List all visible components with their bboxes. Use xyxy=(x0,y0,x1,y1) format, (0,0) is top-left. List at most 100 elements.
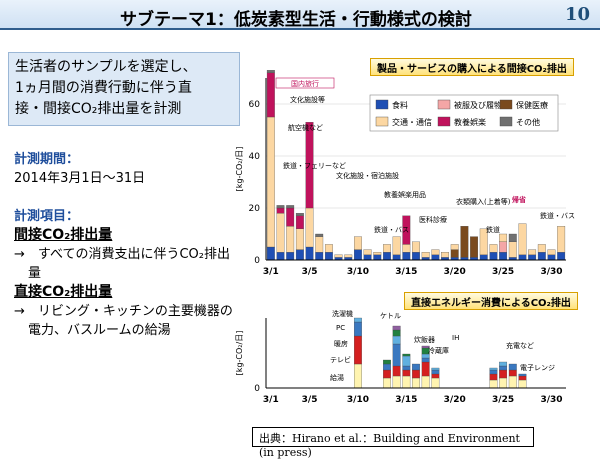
bar-segment xyxy=(450,244,459,250)
bar-segment xyxy=(295,228,304,250)
bar-segment xyxy=(528,254,537,261)
summary-line: 接・間接CO₂排出量を計測 xyxy=(15,101,182,117)
bar-segment xyxy=(421,252,430,258)
bar-segment xyxy=(499,233,508,242)
legend-box xyxy=(369,94,559,132)
bar-segment xyxy=(334,254,343,258)
indirect-title: 間接CO₂排出量 xyxy=(14,227,113,243)
legend-swatch xyxy=(437,99,451,110)
bar-segment xyxy=(373,254,382,261)
y-tick-label: 40 xyxy=(249,152,261,162)
annotation-label: 医科診療 xyxy=(419,215,447,224)
legend-swatch xyxy=(499,99,513,110)
page-number: 10 xyxy=(564,4,590,25)
bar-segment xyxy=(295,249,304,261)
bar-segment xyxy=(402,252,411,261)
y-axis-label: [kg-CO₂/日] xyxy=(235,147,244,192)
x-tick-label: 3/15 xyxy=(395,267,417,277)
bar-segment xyxy=(383,252,391,261)
bar-segment xyxy=(470,236,478,258)
x-tick-label: 3/5 xyxy=(302,267,318,277)
bar-segment xyxy=(528,249,537,255)
annotation-label: 帰省 xyxy=(512,195,526,204)
x-tick-label: 3/30 xyxy=(540,267,562,277)
x-tick-label: 3/1 xyxy=(263,267,279,277)
bar-segment xyxy=(392,236,401,255)
bar-segment xyxy=(489,244,498,253)
bar-segment xyxy=(450,249,459,258)
bar-segment xyxy=(295,213,304,216)
bar-segment xyxy=(286,226,295,253)
items-heading: 計測項目： xyxy=(14,209,80,224)
indirect-desc: → すべての消費支出に伴うCO₂排出量 xyxy=(14,247,230,281)
bar-segment xyxy=(324,252,333,261)
legend-label: 交通・通信 xyxy=(392,117,432,127)
y-tick-label: 20 xyxy=(249,204,261,214)
summary-box: 生活者のサンプルを選定し、 1ヵ月間の消費行動に伴う直 接・間接CO₂排出量を計… xyxy=(8,52,240,126)
period-heading: 計測期間： xyxy=(14,152,80,167)
bar-segment xyxy=(295,215,304,229)
annotation-label: 鉄道・バス xyxy=(540,211,575,220)
legend-swatch xyxy=(437,116,451,127)
bar-segment xyxy=(373,252,382,255)
bar-segment xyxy=(315,233,324,237)
legend-label: 被服及び履物 xyxy=(454,100,502,110)
annotation-label: 鉄道・バス xyxy=(374,225,409,234)
y-tick-label: 60 xyxy=(249,100,261,110)
bar-segment xyxy=(547,249,556,255)
period-value: 2014年3月1日～31日 xyxy=(14,171,146,186)
bar-segment xyxy=(276,205,285,209)
bar-segment xyxy=(324,244,333,253)
bar-segment xyxy=(266,72,275,118)
annotation-frame xyxy=(275,77,335,89)
bar-segment xyxy=(363,254,372,261)
direct-title: 直接CO₂排出量 xyxy=(14,284,113,300)
bar-segment xyxy=(392,254,401,261)
bar-segment xyxy=(489,252,498,261)
bar-segment xyxy=(383,244,391,253)
bar-segment xyxy=(266,70,275,73)
bar-segment xyxy=(286,205,295,209)
annotation-label: 文化施設・宿泊施設 xyxy=(336,171,399,180)
bar-segment xyxy=(460,226,469,258)
annotation-label: 教養娯楽用品 xyxy=(384,190,426,199)
bar-segment xyxy=(276,252,285,261)
bar-segment xyxy=(276,213,285,253)
bar-segment xyxy=(499,252,508,261)
annotation-label: 衣類購入(上着等) xyxy=(456,197,511,206)
legend-label: 教養娯楽 xyxy=(454,117,486,127)
bar-segment xyxy=(537,252,546,261)
legend-label: 食料 xyxy=(392,100,408,110)
y-tick-label: 0 xyxy=(254,256,260,266)
bar-segment xyxy=(266,246,275,261)
bar-segment xyxy=(499,241,508,253)
legend-swatch xyxy=(499,116,513,127)
direct-desc: → リビング・キッチンの主要機器の電力、バスルームの給湯 xyxy=(14,304,233,338)
slide-header: サブテーマ1：低炭素型生活・行動様式の検討 10 xyxy=(0,0,600,30)
legend-label: 保健医療 xyxy=(516,100,548,110)
bar-segment xyxy=(363,249,372,255)
annotation-label: 鉄道 xyxy=(486,225,500,234)
bar-segment xyxy=(344,254,353,258)
bar-segment xyxy=(276,207,285,214)
bar-segment xyxy=(305,122,314,209)
bar-segment xyxy=(412,252,420,261)
bar-segment xyxy=(518,223,527,255)
summary-line: 生活者のサンプルを選定し、 xyxy=(15,59,197,75)
legend-swatch xyxy=(375,116,389,127)
bar-segment xyxy=(412,241,420,253)
summary-line: 1ヵ月間の消費行動に伴う直 xyxy=(15,80,192,96)
legend-label: その他 xyxy=(516,117,540,127)
bar-segment xyxy=(547,254,556,261)
bar-segment xyxy=(286,252,295,261)
annotation-label: 航空機など xyxy=(288,123,323,132)
bar-segment xyxy=(354,249,362,261)
bar-segment xyxy=(402,215,411,245)
bar-segment xyxy=(518,254,527,261)
bar-segment xyxy=(315,252,324,261)
bar-segment xyxy=(431,249,440,255)
bar-segment xyxy=(508,241,517,258)
bar-segment xyxy=(402,244,411,253)
bar-segment xyxy=(354,236,362,250)
